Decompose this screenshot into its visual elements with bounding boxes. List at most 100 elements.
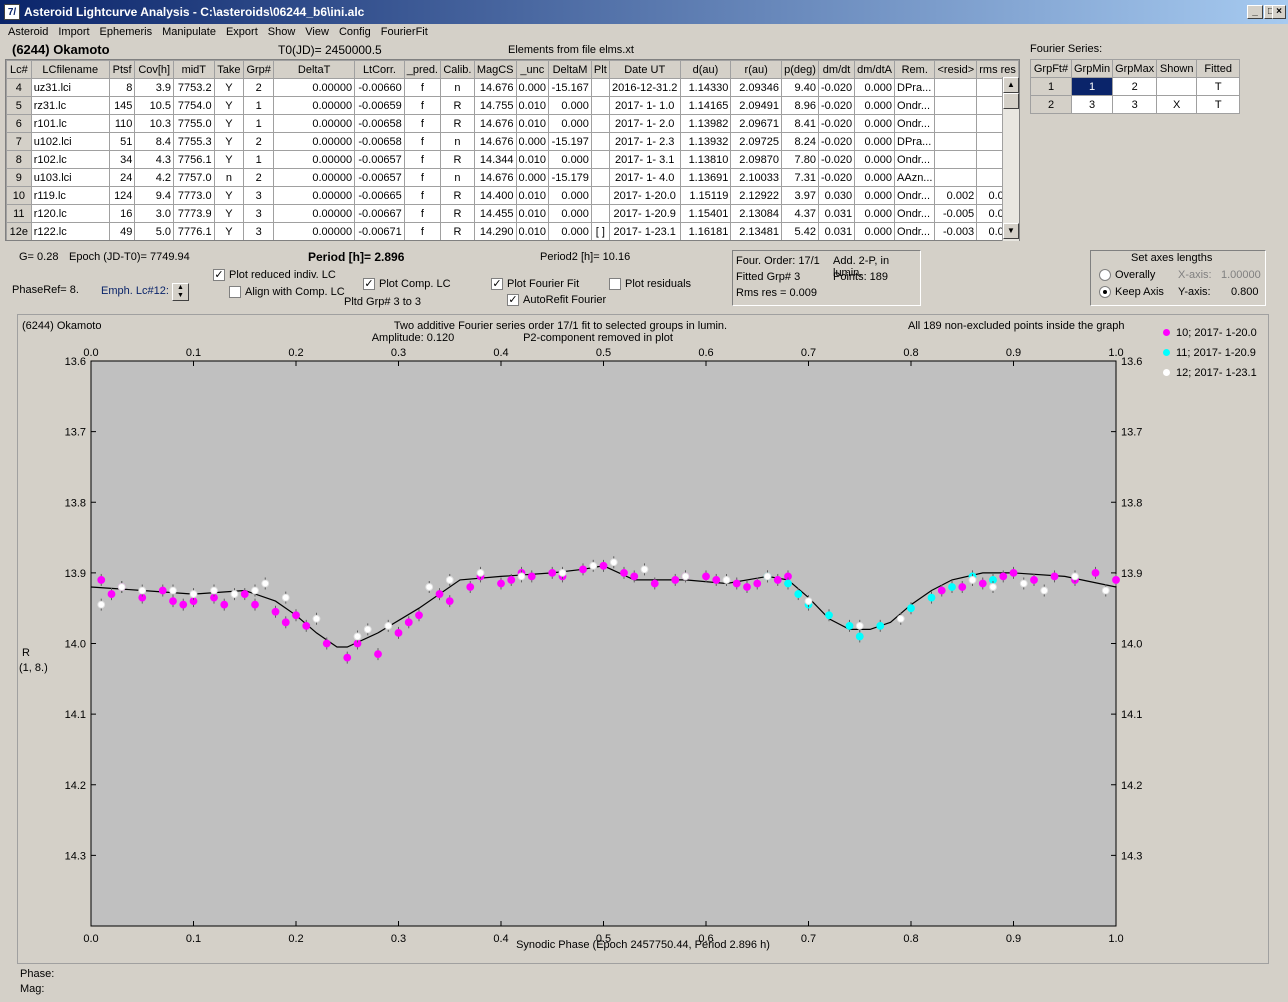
- lc-column-header[interactable]: dm/dtA: [854, 60, 896, 79]
- table-cell[interactable]: Y: [213, 114, 245, 133]
- table-cell[interactable]: 2.13481: [730, 222, 782, 240]
- table-cell[interactable]: f: [403, 186, 442, 205]
- table-cell[interactable]: 9: [6, 168, 32, 187]
- yaxis-value[interactable]: 0.800: [1231, 286, 1259, 298]
- table-cell[interactable]: 2.10033: [730, 168, 782, 187]
- table-cell[interactable]: Ondr...: [894, 204, 936, 223]
- lc-column-header[interactable]: Plt: [590, 60, 610, 79]
- table-cell[interactable]: 0.00000: [273, 78, 356, 97]
- menu-fourierfit[interactable]: FourierFit: [380, 26, 428, 38]
- minimize-button[interactable]: _: [1247, 5, 1263, 19]
- table-cell[interactable]: -15.197: [548, 132, 592, 151]
- table-cell[interactable]: 14.676: [473, 114, 517, 133]
- table-cell[interactable]: rz31.lc: [30, 96, 110, 115]
- table-cell[interactable]: 0.00000: [273, 222, 356, 240]
- table-cell[interactable]: Ondr...: [894, 114, 936, 133]
- table-cell[interactable]: 14.755: [473, 96, 517, 115]
- table-cell[interactable]: -0.005: [934, 204, 978, 223]
- table-cell[interactable]: 0.010: [515, 96, 550, 115]
- table-cell[interactable]: 2017- 1-20.0: [608, 186, 681, 205]
- table-row[interactable]: 6 r101.lc 110 10.3 7755.0 Y 1 0.00000 -0.00658 f R…: [6, 114, 1019, 133]
- table-cell[interactable]: 3: [1070, 95, 1114, 114]
- table-cell[interactable]: 2.09346: [730, 78, 782, 97]
- table-cell[interactable]: 9.40: [781, 78, 819, 97]
- table-cell[interactable]: 8: [108, 78, 136, 97]
- table-cell[interactable]: 5.0: [134, 222, 175, 240]
- table-cell[interactable]: 0.000: [854, 78, 896, 97]
- lc-column-header[interactable]: Date UT: [608, 60, 681, 79]
- table-cell[interactable]: DPra...: [894, 78, 936, 97]
- table-cell[interactable]: 145: [108, 96, 136, 115]
- emph-spinner[interactable]: ▲ ▼: [172, 283, 189, 301]
- lc-column-header[interactable]: r(au): [730, 60, 782, 79]
- table-scrollbar[interactable]: ▲ ▼: [1002, 77, 1019, 241]
- lc-column-header[interactable]: <resid>: [934, 60, 978, 79]
- table-cell[interactable]: 3: [243, 204, 275, 223]
- table-cell[interactable]: R: [440, 150, 475, 169]
- table-cell[interactable]: 4.37: [781, 204, 819, 223]
- table-cell[interactable]: Ondr...: [894, 96, 936, 115]
- table-cell[interactable]: 110: [108, 114, 136, 133]
- table-cell[interactable]: 2: [1112, 77, 1158, 96]
- table-cell[interactable]: 0.00000: [273, 132, 356, 151]
- table-cell[interactable]: 7: [6, 132, 32, 151]
- table-cell[interactable]: 9.4: [134, 186, 175, 205]
- lc-column-header[interactable]: Lc#: [6, 60, 32, 79]
- table-cell[interactable]: X: [1156, 95, 1198, 114]
- table-cell[interactable]: Y: [213, 132, 245, 151]
- table-cell[interactable]: [590, 78, 610, 97]
- table-cell[interactable]: n: [213, 168, 245, 187]
- table-cell[interactable]: 4.3: [134, 150, 175, 169]
- table-cell[interactable]: Y: [213, 204, 245, 223]
- table-cell[interactable]: 1: [243, 96, 275, 115]
- table-cell[interactable]: 0.00000: [273, 96, 356, 115]
- table-cell[interactable]: [590, 96, 610, 115]
- table-cell[interactable]: [590, 132, 610, 151]
- table-cell[interactable]: 34: [108, 150, 136, 169]
- table-cell[interactable]: 0.000: [515, 132, 550, 151]
- table-cell[interactable]: 0.010: [515, 222, 550, 240]
- table-cell[interactable]: 49: [108, 222, 136, 240]
- table-cell[interactable]: 2.09870: [730, 150, 782, 169]
- table-cell[interactable]: 1.13932: [679, 132, 732, 151]
- keep-axis-radio[interactable]: Keep Axis: [1099, 286, 1164, 299]
- table-cell[interactable]: 0.000: [548, 186, 592, 205]
- table-cell[interactable]: [590, 204, 610, 223]
- table-cell[interactable]: f: [403, 114, 442, 133]
- table-cell[interactable]: -0.00658: [354, 132, 405, 151]
- table-cell[interactable]: 0.000: [548, 96, 592, 115]
- table-cell[interactable]: 2: [243, 168, 275, 187]
- table-cell[interactable]: 2: [1030, 95, 1072, 114]
- align-comp-checkbox[interactable]: Align with Comp. LC: [229, 286, 345, 299]
- table-cell[interactable]: 8: [6, 150, 32, 169]
- table-cell[interactable]: 3.9: [134, 78, 175, 97]
- table-cell[interactable]: 8.24: [781, 132, 819, 151]
- table-row[interactable]: 7 u102.lci 51 8.4 7755.3 Y 2 0.00000 -0.00658 f n 1…: [6, 132, 1019, 151]
- table-cell[interactable]: f: [403, 222, 442, 240]
- menu-config[interactable]: Config: [338, 26, 371, 38]
- fourier-column-header[interactable]: Fitted: [1196, 59, 1241, 78]
- table-cell[interactable]: 2.09671: [730, 114, 782, 133]
- lc-column-header[interactable]: dm/dt: [817, 60, 856, 79]
- table-cell[interactable]: Ondr...: [894, 222, 936, 240]
- table-cell[interactable]: -0.020: [817, 150, 856, 169]
- table-cell[interactable]: 7.31: [781, 168, 819, 187]
- plot-reduced-checkbox[interactable]: ✓ Plot reduced indiv. LC: [213, 269, 336, 282]
- menu-manipulate[interactable]: Manipulate: [162, 26, 216, 38]
- fourier-column-header[interactable]: GrpMin: [1070, 59, 1114, 78]
- table-cell[interactable]: 2017- 1- 3.1: [608, 150, 681, 169]
- table-cell[interactable]: f: [403, 132, 442, 151]
- table-cell[interactable]: r101.lc: [30, 114, 110, 133]
- table-cell[interactable]: R: [440, 204, 475, 223]
- table-cell[interactable]: 10: [6, 186, 32, 205]
- table-cell[interactable]: 14.676: [473, 132, 517, 151]
- table-cell[interactable]: 1.14330: [679, 78, 732, 97]
- table-cell[interactable]: 0.000: [854, 132, 896, 151]
- lc-column-header[interactable]: _unc: [515, 60, 550, 79]
- table-cell[interactable]: 2017- 1- 2.0: [608, 114, 681, 133]
- table-cell[interactable]: 2017- 1- 1.0: [608, 96, 681, 115]
- table-cell[interactable]: 10.3: [134, 114, 175, 133]
- table-row[interactable]: 4 uz31.lci 8 3.9 7753.2 Y 2 0.00000 -0.00660 f n 14…: [6, 78, 1019, 97]
